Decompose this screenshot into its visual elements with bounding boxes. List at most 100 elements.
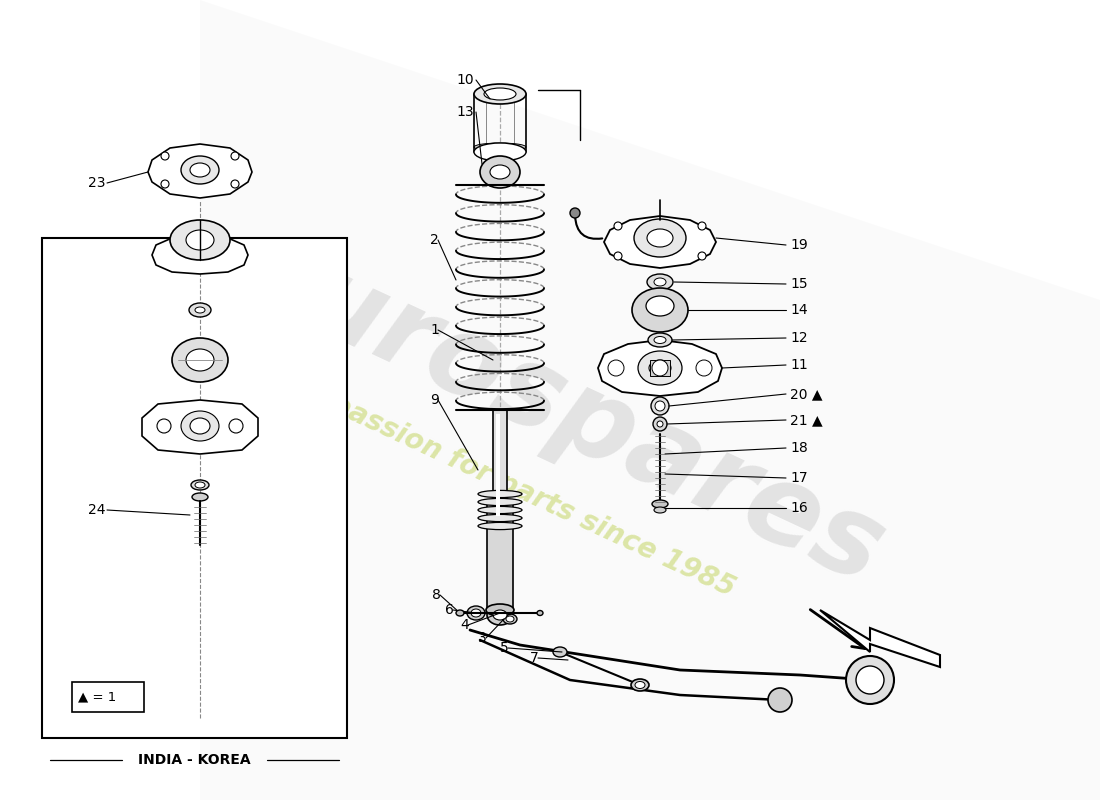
Bar [72,682,144,712]
Text: 11: 11 [790,358,807,372]
Text: ▲ = 1: ▲ = 1 [78,690,117,703]
Polygon shape [142,400,258,454]
Ellipse shape [649,360,671,376]
Circle shape [229,419,243,433]
Circle shape [698,252,706,260]
Ellipse shape [537,610,543,615]
Ellipse shape [172,338,228,382]
Circle shape [570,208,580,218]
Text: 2: 2 [430,233,439,247]
Ellipse shape [474,84,526,104]
Ellipse shape [486,604,514,616]
Bar [650,360,670,376]
Circle shape [653,417,667,431]
Circle shape [157,419,170,433]
Circle shape [231,180,239,188]
Text: a passion for parts since 1985: a passion for parts since 1985 [300,378,739,602]
Circle shape [652,360,668,376]
Ellipse shape [478,514,522,522]
Ellipse shape [480,156,520,188]
Bar [496,414,500,516]
Ellipse shape [474,143,526,161]
Ellipse shape [654,507,666,513]
Text: 8: 8 [432,588,441,602]
Ellipse shape [456,610,464,616]
Polygon shape [604,216,716,268]
Text: 1: 1 [430,323,439,337]
Bar [493,410,507,520]
Ellipse shape [182,411,219,441]
Text: 15: 15 [790,277,807,291]
Bar [487,500,513,610]
Text: 18: 18 [790,441,807,455]
Text: 24: 24 [88,503,106,517]
Ellipse shape [493,610,507,620]
Text: 4: 4 [460,618,469,632]
Ellipse shape [503,614,517,624]
Ellipse shape [647,229,673,247]
Ellipse shape [170,220,230,260]
Text: 10: 10 [456,73,474,87]
Text: 14: 14 [790,303,807,317]
Polygon shape [820,610,940,667]
Ellipse shape [190,418,210,434]
Text: 5: 5 [500,641,508,655]
Ellipse shape [632,288,688,332]
Text: eurospares: eurospares [219,213,901,607]
Text: 17: 17 [790,471,807,485]
Ellipse shape [471,609,481,617]
Ellipse shape [468,606,485,620]
Ellipse shape [648,333,672,347]
Text: 12: 12 [790,331,807,345]
Ellipse shape [478,490,522,498]
Ellipse shape [638,351,682,385]
Ellipse shape [490,165,510,179]
Circle shape [161,180,169,188]
Ellipse shape [487,605,513,625]
Text: 19: 19 [790,238,807,252]
Ellipse shape [634,219,686,257]
Circle shape [846,656,894,704]
Ellipse shape [484,88,516,100]
Ellipse shape [652,500,668,508]
Ellipse shape [553,647,566,657]
Polygon shape [200,0,1100,800]
Ellipse shape [191,480,209,490]
Text: 21 ▲: 21 ▲ [790,413,823,427]
Ellipse shape [654,278,666,286]
Ellipse shape [192,493,208,501]
Ellipse shape [195,482,205,488]
Circle shape [856,666,884,694]
Ellipse shape [186,230,214,250]
Ellipse shape [647,274,673,290]
Circle shape [651,397,669,415]
Circle shape [768,688,792,712]
Ellipse shape [182,156,219,184]
Ellipse shape [195,307,205,313]
Text: 6: 6 [446,603,454,617]
Ellipse shape [478,498,522,506]
Polygon shape [152,236,248,274]
Circle shape [608,360,624,376]
Text: 3: 3 [478,631,486,645]
Ellipse shape [478,522,522,530]
Bar [42,238,347,738]
Text: 16: 16 [790,501,807,515]
Circle shape [161,152,169,160]
Polygon shape [598,340,722,396]
Circle shape [698,222,706,230]
Ellipse shape [631,679,649,691]
Polygon shape [148,144,252,198]
Ellipse shape [635,682,645,689]
Ellipse shape [189,303,211,317]
Circle shape [696,360,712,376]
Circle shape [654,401,666,411]
Ellipse shape [646,296,674,316]
Text: 20 ▲: 20 ▲ [790,387,823,401]
Text: 13: 13 [456,105,474,119]
Text: 23: 23 [88,176,106,190]
Ellipse shape [478,506,522,514]
Text: 9: 9 [430,393,439,407]
Ellipse shape [186,349,214,371]
Circle shape [231,152,239,160]
